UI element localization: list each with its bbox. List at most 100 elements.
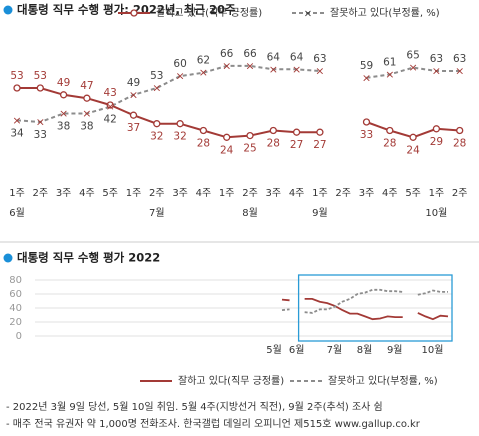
x-tick-label: 2주 [149,188,165,199]
value-label: 28 [267,138,280,150]
x-tick-label: 2주 [242,188,258,199]
series-line [281,288,448,314]
month-label: 10월 [425,207,447,219]
point: × [59,107,68,120]
x-tick-label: 2주 [33,188,49,199]
point [36,84,44,92]
footnote: - 2022년 3월 9일 당선, 5월 10일 취임. 5월 4주(지방선거 … [6,400,383,413]
point: × [385,68,394,81]
value-label: 60 [173,58,186,70]
value-label: 49 [57,77,70,89]
value-label: 59 [360,60,373,72]
month-label: 8월 [242,207,258,219]
point [153,120,161,128]
value-label: 32 [150,131,163,143]
value-label: 25 [243,143,256,155]
point: × [245,59,254,72]
footnote: - 매주 전국 유권자 약 1,000명 전화조사. 한국갤럽 데일리 오피니언… [6,418,421,430]
chart-title: 대통령 직무 수행 평가 2022 [17,251,160,265]
point [59,91,68,99]
x-tick-label: 1주 [126,188,142,199]
point [246,131,254,140]
x-tick-label: 4주 [289,188,305,199]
x-tick-label: 6월 [289,344,305,356]
point [362,118,371,126]
point: × [292,63,301,76]
value-label: 65 [406,50,419,62]
point [199,126,208,135]
legend-marker: × [304,9,312,20]
x-tick-label: 4주 [196,188,212,199]
x-tick-label: 5주 [405,188,421,199]
month-label: 6월 [9,207,25,219]
x-tick-label: 1주 [219,188,235,199]
point: × [129,88,138,101]
y-tick-label: 80 [9,275,22,286]
value-label: 64 [290,51,304,63]
month-label: 7월 [149,207,165,219]
point: × [408,61,417,74]
point [176,120,184,128]
point: × [432,65,441,78]
series-line [16,64,460,124]
value-label: 64 [267,51,281,63]
value-label: 63 [430,53,443,65]
x-tick-label: 4주 [79,188,95,199]
x-tick-label: 10월 [421,344,443,356]
title-bullet [3,5,13,15]
x-tick-label: 5월 [266,344,282,356]
y-tick-label: 0 [16,331,22,342]
point [106,101,114,109]
legend-marker [130,9,138,17]
point [432,125,441,133]
point: × [36,116,45,129]
value-label: 66 [243,48,257,60]
x-tick-label: 3주 [56,188,72,199]
point [316,128,324,136]
point: × [12,114,21,127]
point [129,111,138,119]
value-label: 27 [313,139,326,151]
point: × [199,66,208,79]
month-label: 9월 [312,207,328,219]
x-tick-label: 4주 [382,188,398,199]
point [456,126,464,135]
point: × [315,65,324,78]
point: × [106,100,115,113]
value-label: 38 [80,121,93,133]
point: × [82,107,91,120]
x-tick-label: 8월 [357,344,373,356]
point [269,126,277,135]
point [223,133,231,141]
x-tick-label: 9월 [387,344,403,356]
point: × [269,63,278,76]
x-tick-label: 7월 [327,344,343,356]
value-label: 28 [197,138,210,150]
value-label: 62 [197,55,210,67]
value-label: 49 [127,77,140,89]
x-tick-label: 3주 [266,188,282,199]
x-tick-label: 5주 [102,188,118,199]
y-tick-label: 40 [9,303,22,314]
point: × [362,71,371,84]
value-label: 24 [406,144,420,156]
value-label: 63 [453,53,466,65]
value-label: 24 [220,144,234,156]
value-label: 53 [150,70,163,82]
legend-label: 잘하고 있다(직무 긍정률) [156,6,262,19]
value-label: 53 [10,70,23,82]
highlight-box [297,274,453,342]
x-tick-label: 1주 [312,188,328,199]
point: × [222,59,231,72]
legend-label: 잘못하고 있다(부정률, %) [328,374,438,387]
value-label: 42 [104,114,117,126]
point [13,84,21,92]
value-label: 28 [383,138,396,150]
x-tick-label: 1주 [9,188,25,199]
point: × [152,82,161,95]
legend-label: 잘못하고 있다(부정률, %) [330,6,440,19]
value-label: 34 [10,127,24,139]
value-label: 53 [34,70,47,82]
title-bullet [3,253,13,263]
